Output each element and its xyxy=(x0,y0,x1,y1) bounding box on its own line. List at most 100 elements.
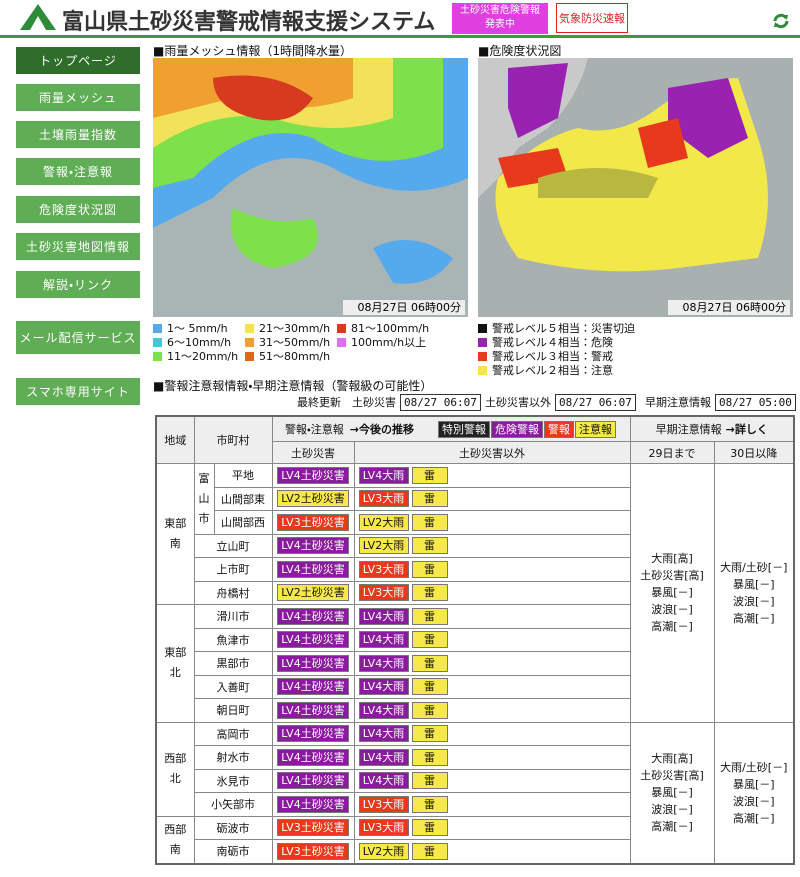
table-row: 山間部西 LV3土砂災害 LV2大雨雷 xyxy=(156,510,794,535)
chip: 雷 xyxy=(411,654,448,672)
update-item: 土砂災害 08/27 06:07 xyxy=(352,394,481,411)
header-text: 警報・注意報 xyxy=(285,422,344,436)
legend-label: 21～30mm/h xyxy=(259,322,331,335)
nav-button[interactable]: メール配信サービス xyxy=(16,321,140,354)
other-cell: LV2大雨雷 xyxy=(353,839,631,864)
header-cell: 地域 xyxy=(155,415,195,464)
chip: LV3土砂災害 xyxy=(277,842,349,860)
legend-item: 21～30mm/h xyxy=(245,320,330,336)
table-row: 魚津市 LV4土砂災害 LV4大雨雷 xyxy=(156,627,794,652)
city-cell: 黒部市 xyxy=(193,651,273,676)
update-name: 土砂災害以外 xyxy=(485,396,551,409)
legend-label: 31～50mm/h xyxy=(259,336,331,349)
chip: LV4土砂災害 xyxy=(277,748,349,766)
legend-label: 11～20mm/h xyxy=(167,350,239,363)
nav-button[interactable]: スマホ専用サイト xyxy=(16,378,140,405)
legend-label: 警戒レベル５相当：災害切迫 xyxy=(492,322,635,335)
other-cell: LV4大雨雷 xyxy=(353,721,631,746)
chip: 雷 xyxy=(411,584,448,602)
update-time: 08/27 06:07 xyxy=(400,394,481,411)
chip: LV4土砂災害 xyxy=(277,772,349,790)
legend-item: 1～ 5mm/h xyxy=(153,320,228,336)
chip: LV4土砂災害 xyxy=(277,654,349,672)
chip: LV4土砂災害 xyxy=(277,701,349,719)
early-item: 波浪[－] xyxy=(732,594,775,608)
chip: LV4大雨 xyxy=(358,748,409,766)
table-row: 西部北 高岡市 LV4土砂災害 LV4大雨雷大雨[高] 土砂災害[高] 暴風[－] 波浪[－… xyxy=(155,721,795,864)
legend-item: 警戒レベル４相当：危険 xyxy=(478,334,613,350)
other-cell: LV3大雨雷 xyxy=(353,486,631,511)
region-cell: 東部北 xyxy=(155,604,195,723)
legend-label: 6～10mm/h xyxy=(167,336,232,349)
nav-button[interactable]: 解説・リンク xyxy=(16,271,140,298)
update-label: 最終更新 xyxy=(297,396,341,409)
chip: 雷 xyxy=(411,537,448,555)
header-text: 早期注意情報 xyxy=(655,423,722,436)
alert-badge[interactable]: 土砂災害危険警報 発表中 xyxy=(452,3,548,34)
chip: 雷 xyxy=(411,466,448,484)
early-item: 高潮[－] xyxy=(651,620,693,634)
legend-swatch xyxy=(153,323,162,333)
sediment-cell: LV4土砂災害 xyxy=(271,627,355,652)
header-cell: 土砂災害以外 xyxy=(353,441,631,464)
legend-item: 警戒レベル２相当：注意 xyxy=(478,362,613,378)
nav-button[interactable]: 雨量メッシュ xyxy=(16,84,140,111)
chip: 雷 xyxy=(411,795,448,813)
legend-item: 警戒レベル３相当：警戒 xyxy=(478,348,613,364)
legend-label: 警戒レベル４相当：危険 xyxy=(492,336,613,349)
chip: LV4大雨 xyxy=(358,678,409,696)
early-item: 波浪[－] xyxy=(651,803,693,816)
chip: LV3大雨 xyxy=(358,795,409,813)
chip: 雷 xyxy=(411,560,448,578)
legend-item: 警戒レベル５相当：災害切迫 xyxy=(478,320,635,336)
legend-swatch xyxy=(478,323,487,333)
chip: LV2大雨 xyxy=(358,513,409,531)
other-cell: LV4大雨雷 xyxy=(353,674,631,699)
early-item: 暴風[－] xyxy=(732,777,775,791)
refresh-icon[interactable] xyxy=(772,12,790,30)
legend-swatch xyxy=(245,323,254,333)
update-time: 08/27 06:07 xyxy=(555,394,636,411)
chip: 危険警報 xyxy=(490,420,543,438)
early-item: 高潮[－] xyxy=(732,611,775,625)
quick-link[interactable]: 気象防災速報 xyxy=(556,3,628,33)
chip: 雷 xyxy=(411,772,448,790)
table-row: 入善町 LV4土砂災害 LV4大雨雷 xyxy=(156,674,794,699)
legend-swatch xyxy=(478,365,487,375)
subarea-cell: 山間部東 xyxy=(213,486,273,511)
sediment-cell: LV4土砂災害 xyxy=(271,533,355,558)
update-time: 08/27 05:00 xyxy=(715,394,796,411)
other-cell: LV4大雨雷 xyxy=(353,768,631,793)
other-cell: LV3大雨雷 xyxy=(353,580,631,605)
sediment-cell: LV4土砂災害 xyxy=(271,604,355,629)
city-cell: 舟橋村 xyxy=(193,580,273,605)
early-item: 暴風[－] xyxy=(651,786,693,799)
early-item: 大雨[高] xyxy=(651,552,693,566)
chip: LV4大雨 xyxy=(358,772,409,790)
early-item: 暴風[－] xyxy=(732,577,775,591)
nav-button[interactable]: トップページ xyxy=(16,47,140,74)
other-cell: LV3大雨雷 xyxy=(353,792,631,817)
legend-swatch xyxy=(245,351,254,361)
section-title: ■警報注意報情報・早期注意情報（警報級の可能性） xyxy=(153,379,433,393)
nav-button[interactable]: 危険度状況図 xyxy=(16,196,140,223)
early-item: 大雨/土砂[－] xyxy=(720,560,788,574)
legend-swatch xyxy=(153,337,162,347)
early-cell: 大雨/土砂[－] 暴風[－] 波浪[－] 高潮[－] xyxy=(713,721,795,864)
city-cell: 氷見市 xyxy=(193,768,273,793)
chip: LV4大雨 xyxy=(358,701,409,719)
other-cell: LV4大雨雷 xyxy=(353,627,631,652)
early-item: 土砂災害[高] xyxy=(640,569,704,583)
nav-button[interactable]: 土砂災害地図情報 xyxy=(16,233,140,260)
table-row: 山間部東 LV2土砂災害 LV3大雨雷 xyxy=(156,486,794,511)
legend-swatch xyxy=(245,337,254,347)
header-row: 地域 市町村 警報・注意報 →今後の推移 特別警報 危険警報 警報 注意報 早期注意情報 →詳しく xyxy=(155,415,795,464)
chip: LV4土砂災害 xyxy=(277,466,349,484)
early-item: 高潮[－] xyxy=(732,811,775,825)
chip: LV4土砂災害 xyxy=(277,537,349,555)
chip: 雷 xyxy=(411,490,448,508)
other-cell: LV4大雨雷 xyxy=(353,463,631,488)
nav-button[interactable]: 警報・注意報 xyxy=(16,158,140,185)
site-title: 富山県土砂災害警戒情報支援システム xyxy=(62,10,436,35)
nav-button[interactable]: 土壌雨量指数 xyxy=(16,121,140,148)
